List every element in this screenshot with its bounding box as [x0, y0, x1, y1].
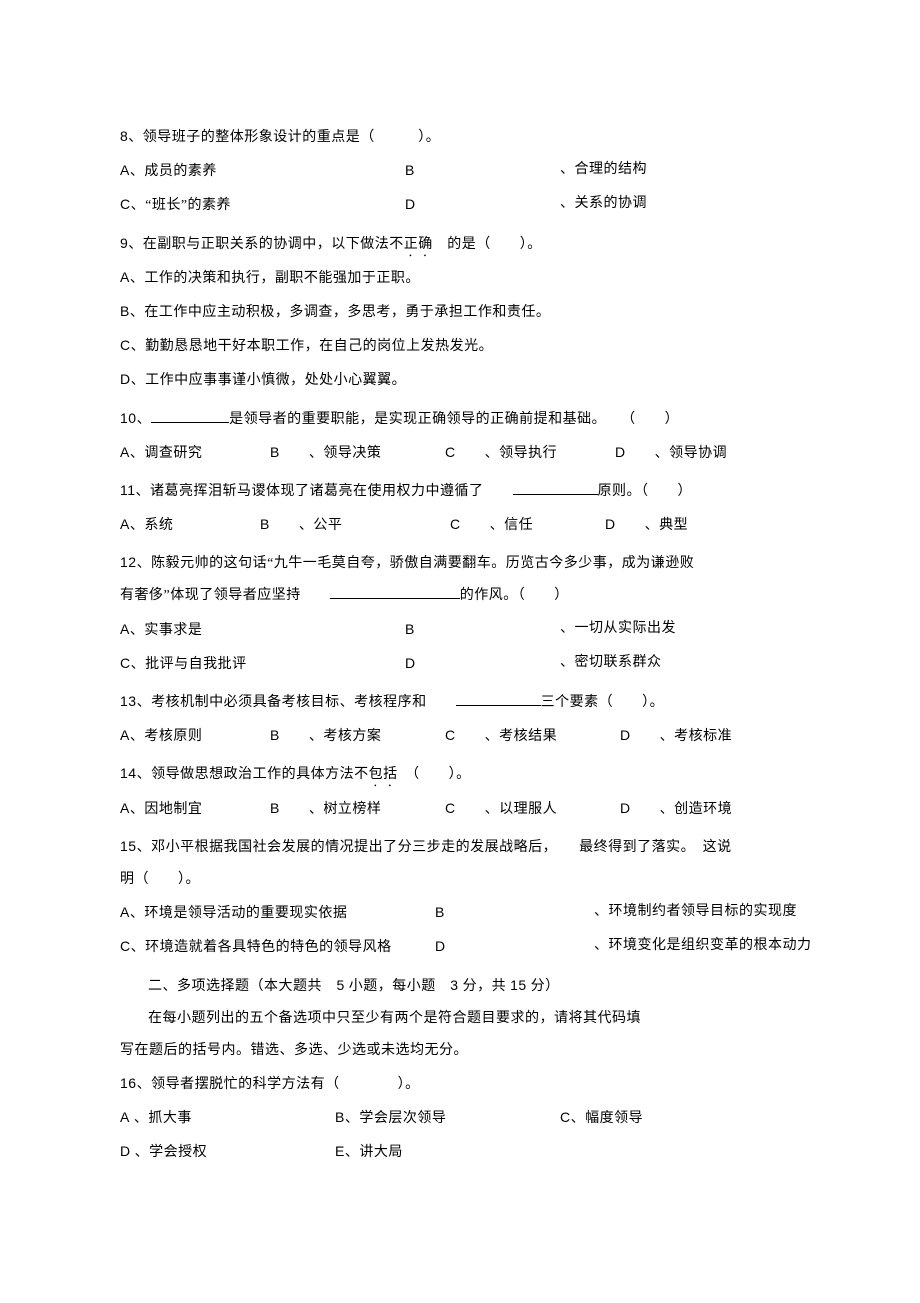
question-text: 16、领导者摆脱忙的科学方法有（ ）。 [120, 1067, 815, 1101]
option-c: C、环境造就着各具特色的特色的领导风格 [120, 930, 435, 964]
question-9: 9、在副职与正职关系的协调中，以下做法不正确 的是（ ）。 A、工作的决策和执行… [120, 227, 815, 398]
option-row: A、考核原则 B 、考核方案 C 、考核结果 D 、考核标准 [120, 719, 815, 753]
option-a: A、成员的素养 [120, 154, 405, 188]
option-c: C、批评与自我批评 [120, 647, 405, 681]
option-row: C、批评与自我批评 D 、密切联系群众 [120, 647, 815, 681]
option-row: C、环境造就着各具特色的特色的领导风格 D 、环境变化是组织变革的根本动力 [120, 930, 815, 964]
question-text: 10、是领导者的重要职能，是实现正确领导的正确前提和基础。 （ ） [120, 402, 815, 436]
option-d-text: 、环境变化是组织变革的根本动力 [565, 930, 815, 964]
option-a: A、调查研究 [120, 436, 270, 470]
section-2-instruction-line2: 写在题后的括号内。错选、多选、少选或未选均无分。 [120, 1035, 815, 1067]
section-2-instruction-line1: 在每小题列出的五个备选项中只至少有两个是符合题目要求的，请将其代码填 [120, 1003, 815, 1035]
question-text: 8、领导班子的整体形象设计的重点是（ ）。 [120, 120, 815, 154]
option-a: A、环境是领导活动的重要现实依据 [120, 896, 435, 930]
option-c: C 、考核结果 [445, 719, 620, 753]
option-b-text: 、一切从实际出发 [560, 613, 815, 647]
option-b: B、学会层次领导 [335, 1101, 560, 1135]
section-2-title: 二、多项选择题（本大题共 5 小题，每小题 3 分，共 15 分） [120, 969, 815, 1003]
option-b: B 、树立榜样 [270, 792, 445, 826]
option-e: E、讲大局 [335, 1135, 560, 1169]
option-d: D 、典型 [605, 508, 815, 542]
option-row: A 、抓大事 B、学会层次领导 C、幅度领导 [120, 1101, 815, 1135]
option-d: D 、领导协调 [615, 436, 815, 470]
option-b-label: B [405, 613, 560, 647]
option-row: A、因地制宜 B 、树立榜样 C 、以理服人 D 、创造环境 [120, 792, 815, 826]
question-text: 11、诸葛亮挥泪斩马谡体现了诸葛亮在使用权力中遵循了 原则。（ ） [120, 474, 815, 508]
option-b: B 、领导决策 [270, 436, 445, 470]
question-10: 10、是领导者的重要职能，是实现正确领导的正确前提和基础。 （ ） A、调查研究… [120, 402, 815, 470]
option-a: A 、抓大事 [120, 1101, 335, 1135]
option-row: C、“班长”的素养 D 、关系的协调 [120, 188, 815, 222]
option-a: A、实事求是 [120, 613, 405, 647]
question-16: 16、领导者摆脱忙的科学方法有（ ）。 A 、抓大事 B、学会层次领导 C、幅度… [120, 1067, 815, 1170]
question-15: 15、邓小平根据我国社会发展的情况提出了分三步走的发展战略后， 最终得到了落实。… [120, 830, 815, 965]
question-14: 14、领导做思想政治工作的具体方法不包括 （ ）。 A、因地制宜 B 、树立榜样… [120, 757, 815, 825]
option-d: D 、学会授权 [120, 1135, 335, 1169]
option-d: D 、创造环境 [620, 792, 815, 826]
option-d-text: 、关系的协调 [560, 188, 815, 222]
option-a: A、因地制宜 [120, 792, 270, 826]
question-text: 9、在副职与正职关系的协调中，以下做法不正确 的是（ ）。 [120, 227, 815, 261]
option-d-label: D [405, 188, 560, 222]
option-b: B 、公平 [260, 508, 450, 542]
question-text-line2: 有奢侈”体现了领导者应坚持 的作风。（ ） [120, 580, 815, 612]
option-c: C 、信任 [450, 508, 605, 542]
option-d-text: 、密切联系群众 [560, 647, 815, 681]
question-13: 13、考核机制中必须具备考核目标、考核程序和 三个要素（ ）。 A、考核原则 B… [120, 685, 815, 753]
option-row: A、成员的素养 B 、合理的结构 [120, 154, 815, 188]
question-text-line2: 明（ ）。 [120, 864, 815, 896]
option-b: B 、考核方案 [270, 719, 445, 753]
option-c: C、“班长”的素养 [120, 188, 405, 222]
option-row: A、实事求是 B 、一切从实际出发 [120, 613, 815, 647]
option-c: C 、领导执行 [445, 436, 615, 470]
option-b-label: B [435, 896, 565, 930]
option-b-label: B [405, 154, 560, 188]
question-text-line1: 15、邓小平根据我国社会发展的情况提出了分三步走的发展战略后， 最终得到了落实。… [120, 830, 815, 864]
option-b-text: 、合理的结构 [560, 154, 815, 188]
question-12: 12、陈毅元帅的这句话“九牛一毛莫自夸，骄傲自满要翻车。历览古今多少事，成为谦逊… [120, 546, 815, 681]
option-a: A、工作的决策和执行，副职不能强加于正职。 [120, 261, 815, 295]
option-d-label: D [405, 647, 560, 681]
option-d: D、工作中应事事谨小慎微，处处小心翼翼。 [120, 363, 815, 397]
question-text: 14、领导做思想政治工作的具体方法不包括 （ ）。 [120, 757, 815, 791]
option-b-text: 、环境制约者领导目标的实现度 [565, 896, 815, 930]
option-row: A、调查研究 B 、领导决策 C 、领导执行 D 、领导协调 [120, 436, 815, 470]
option-a: A、考核原则 [120, 719, 270, 753]
option-c: C、幅度领导 [560, 1101, 815, 1135]
question-11: 11、诸葛亮挥泪斩马谡体现了诸葛亮在使用权力中遵循了 原则。（ ） A、系统 B… [120, 474, 815, 542]
option-a: A、系统 [120, 508, 260, 542]
option-row: A、环境是领导活动的重要现实依据 B 、环境制约者领导目标的实现度 [120, 896, 815, 930]
option-d-label: D [435, 930, 565, 964]
question-text: 13、考核机制中必须具备考核目标、考核程序和 三个要素（ ）。 [120, 685, 815, 719]
option-c: C 、以理服人 [445, 792, 620, 826]
option-c: C、勤勤恳恳地干好本职工作，在自己的岗位上发热发光。 [120, 329, 815, 363]
question-8: 8、领导班子的整体形象设计的重点是（ ）。 A、成员的素养 B 、合理的结构 C… [120, 120, 815, 223]
option-b: B、在工作中应主动积极，多调查，多思考，勇于承担工作和责任。 [120, 295, 815, 329]
option-d: D 、考核标准 [620, 719, 815, 753]
question-text-line1: 12、陈毅元帅的这句话“九牛一毛莫自夸，骄傲自满要翻车。历览古今多少事，成为谦逊… [120, 546, 815, 580]
option-row: A、系统 B 、公平 C 、信任 D 、典型 [120, 508, 815, 542]
option-row: D 、学会授权 E、讲大局 [120, 1135, 815, 1169]
